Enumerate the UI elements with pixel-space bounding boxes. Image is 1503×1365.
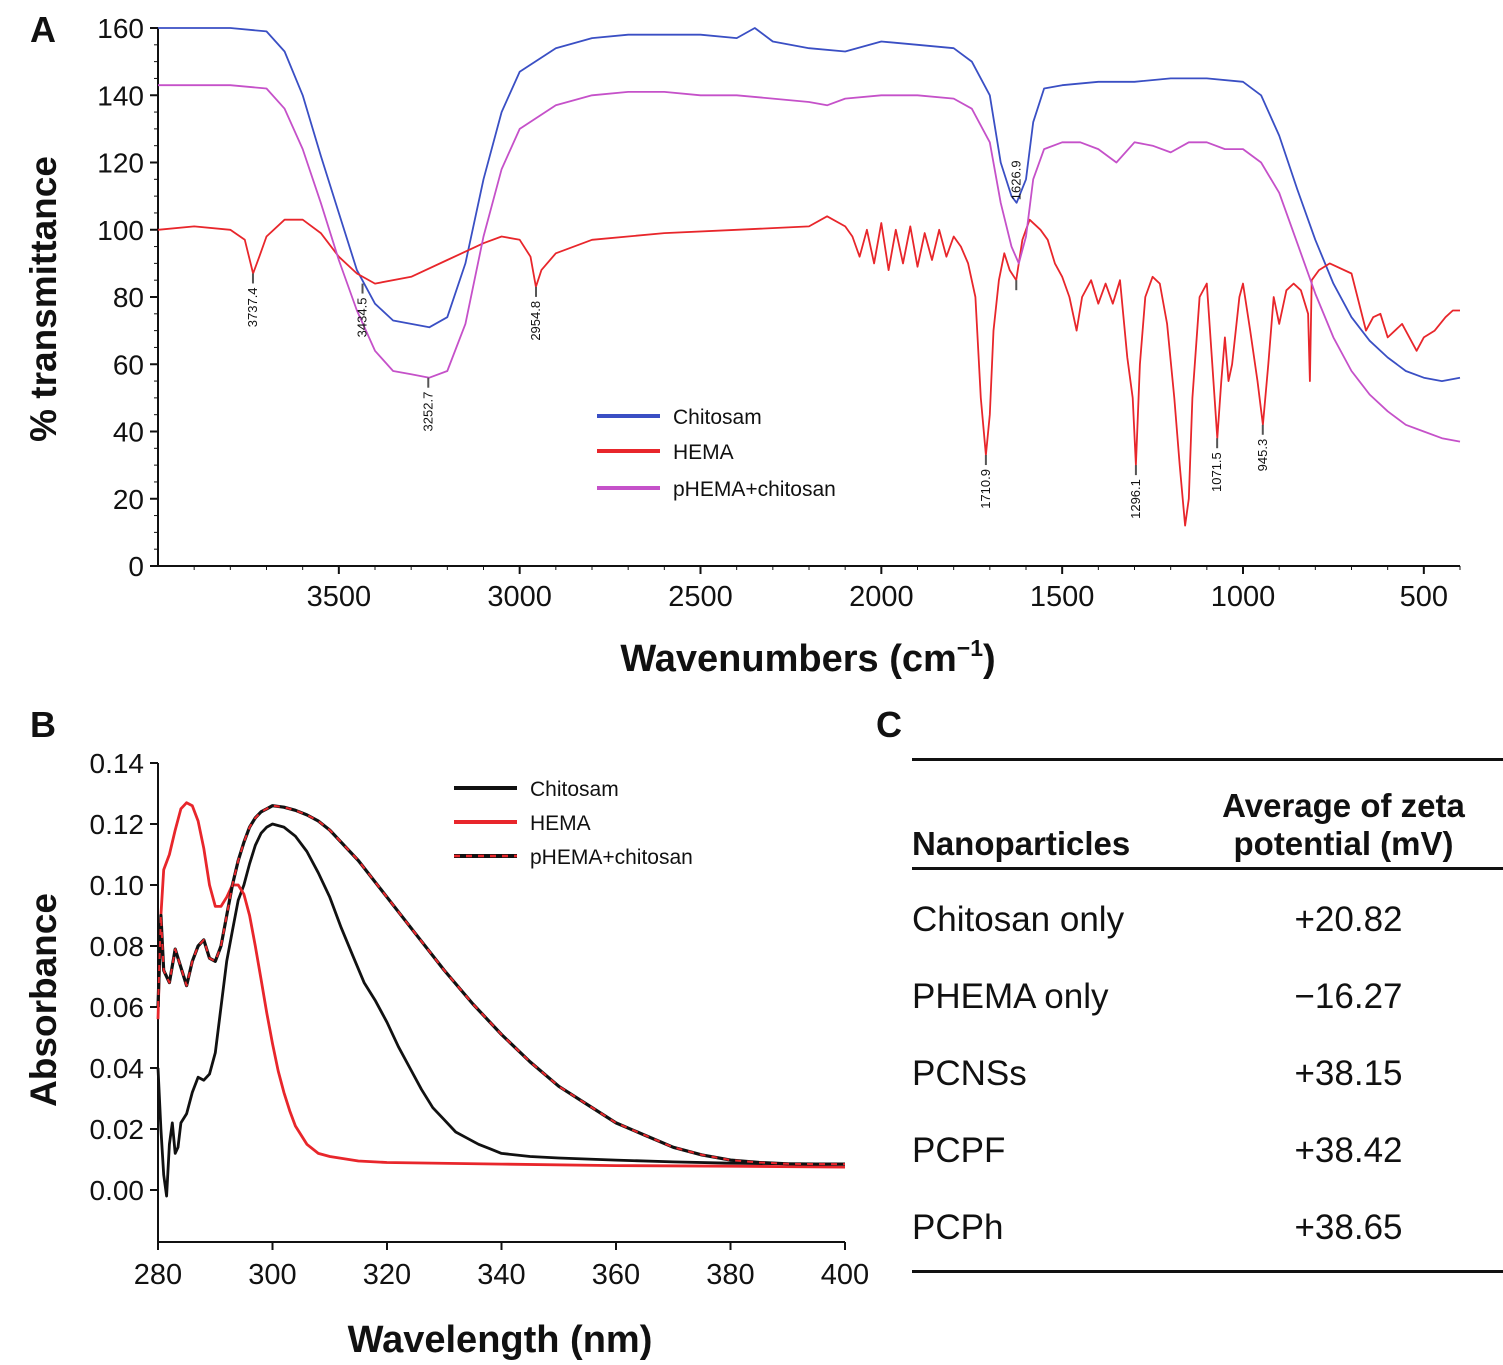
panel-a-peak-label: 3737.4: [245, 287, 260, 327]
panel-b-ytick-label: 0.06: [90, 992, 145, 1023]
panel-a-legend-label: Chitosam: [673, 406, 762, 429]
panel-a-ytick-label: 160: [97, 13, 144, 44]
panel-b-ytick-label: 0.14: [90, 748, 145, 779]
panel-a-series-phema-chitosan: [158, 84, 1461, 443]
panel-a-plot: 0 20 40 60 80 100 120 140 160 3500 3000 2500 2000 150…: [97, 13, 1461, 613]
panel-b-ytick-label: 0.10: [90, 870, 145, 901]
panel-a-legend-label: HEMA: [673, 441, 734, 464]
panel-a-peak-label: 3434.5: [355, 298, 370, 338]
panel-b-xtick-label: 360: [592, 1259, 640, 1291]
panel-a-ytick-label: 20: [113, 484, 144, 515]
panel-a-peak-label: 1710.9: [978, 469, 993, 509]
panel-b-legend-label: HEMA: [530, 812, 591, 835]
panel-b-series-hema: [156, 801, 846, 1169]
panel-a-xtick-label: 500: [1400, 581, 1448, 613]
panel-b-xtick-label: 300: [248, 1259, 296, 1291]
panel-b-plot: 0.00 0.02 0.04 0.06 0.08 0.10 0.12 0.14 280 300 32…: [90, 748, 870, 1291]
table-row: PCNSs +38.15: [912, 1054, 1503, 1131]
panel-b-xtick-label: 340: [477, 1259, 525, 1291]
panel-b-ytick-label: 0.04: [90, 1053, 145, 1084]
panel-a-ylabel: % transmittance: [23, 156, 64, 442]
panel-c-letter: C: [876, 704, 902, 745]
table-cell-value: +38.15: [1294, 1054, 1403, 1093]
panel-b-legend-label: Chitosam: [530, 778, 619, 801]
table-cell-value: −16.27: [1294, 977, 1403, 1016]
panel-b-letter: B: [30, 704, 56, 745]
panel-b-xtick-label: 320: [363, 1259, 411, 1291]
table-cell-value: +38.65: [1294, 1208, 1403, 1247]
panel-a-letter: A: [30, 9, 56, 50]
table-row: PCPF +38.42: [912, 1131, 1503, 1208]
panel-a-series-chitosam: [158, 27, 1461, 382]
panel-a-xlabel: Wavenumbers (cm−1): [620, 635, 995, 680]
panel-a-peak-label: 1296.1: [1128, 479, 1143, 519]
panel-a-xlabel-sup: −1: [957, 635, 983, 661]
panel-b-ytick-label: 0.00: [90, 1175, 145, 1206]
panel-a-peak-label: 1626.9: [1008, 160, 1023, 200]
panel-a-xtick-label: 3000: [487, 581, 552, 613]
panel-b-series-phema-chitosan-dash: [157, 804, 845, 1166]
panel-b-xtick-label: 280: [134, 1259, 182, 1291]
panel-a-xtick-label: 1500: [1030, 581, 1095, 613]
table-cell-name: PCPh: [912, 1208, 1004, 1247]
panel-a-xtick-label: 1000: [1211, 581, 1276, 613]
table-row: PHEMA only −16.27: [912, 977, 1503, 1054]
panel-a-ytick-label: 60: [113, 349, 144, 380]
table-cell-value: +20.82: [1294, 900, 1403, 939]
table-header-row: Nanoparticles Average of zeta potential …: [912, 761, 1503, 867]
table-header-rule: [912, 867, 1503, 870]
panel-a-peak-label: 1071.5: [1209, 452, 1224, 492]
table-cell-name: PCPF: [912, 1131, 1006, 1170]
panel-a-xtick-label: 3500: [307, 581, 372, 613]
panel-b-ytick-label: 0.12: [90, 809, 145, 840]
panel-b-xtick-label: 400: [821, 1259, 869, 1291]
panel-b-xtick-label: 380: [706, 1259, 754, 1291]
table-cell-name: PCNSs: [912, 1054, 1027, 1093]
panel-a-legend-label: pHEMA+chitosan: [673, 478, 836, 501]
panel-a-ytick-label: 120: [97, 148, 144, 179]
panel-b-legend-label: pHEMA+chitosan: [530, 846, 693, 869]
table-header-nanoparticles: Nanoparticles: [912, 825, 1131, 862]
panel-b-ylabel: Absorbance: [23, 893, 64, 1107]
panel-b-ytick-label: 0.02: [90, 1114, 145, 1145]
panel-a-ytick-label: 0: [128, 551, 144, 582]
panel-a-ytick-label: 40: [113, 417, 144, 448]
table-row: Chitosan only +20.82: [912, 900, 1503, 977]
panel-a-xlabel-end: ): [983, 638, 996, 680]
table-cell-name: Chitosan only: [912, 900, 1125, 939]
panel-b-ytick-label: 0.08: [90, 931, 145, 962]
panel-a-ytick-label: 80: [113, 282, 144, 313]
panel-a-xtick-label: 2500: [668, 581, 733, 613]
panel-a-ytick-label: 140: [97, 80, 144, 111]
table-bottom-rule: [912, 1270, 1503, 1273]
table-body: Chitosan only +20.82 PHEMA only −16.27 P…: [912, 870, 1503, 1270]
panel-a-peak-label: 2954.8: [528, 301, 543, 341]
panel-a-peak-label: 3252.7: [420, 392, 435, 432]
panel-a-xtick-label: 2000: [849, 581, 914, 613]
table-row: PCPh +38.65: [912, 1208, 1503, 1270]
panel-a-xlabel-main: Wavenumbers (cm: [620, 638, 956, 680]
table-top-rule: [912, 758, 1503, 761]
panel-a-peak-label: 945.3: [1255, 439, 1270, 472]
table-header-zeta-potential: Average of zeta potential (mV): [1222, 787, 1465, 862]
panel-b-xlabel: Wavelength (nm): [348, 1319, 653, 1361]
table-cell-value: +38.42: [1294, 1131, 1403, 1170]
panel-a-ytick-label: 100: [97, 215, 144, 246]
zeta-potential-table: Nanoparticles Average of zeta potential …: [912, 758, 1503, 1273]
panel-a-series-hema: [157, 215, 1460, 527]
panel-b-series-chitosam: [156, 822, 846, 1198]
table-cell-name: PHEMA only: [912, 977, 1109, 1016]
